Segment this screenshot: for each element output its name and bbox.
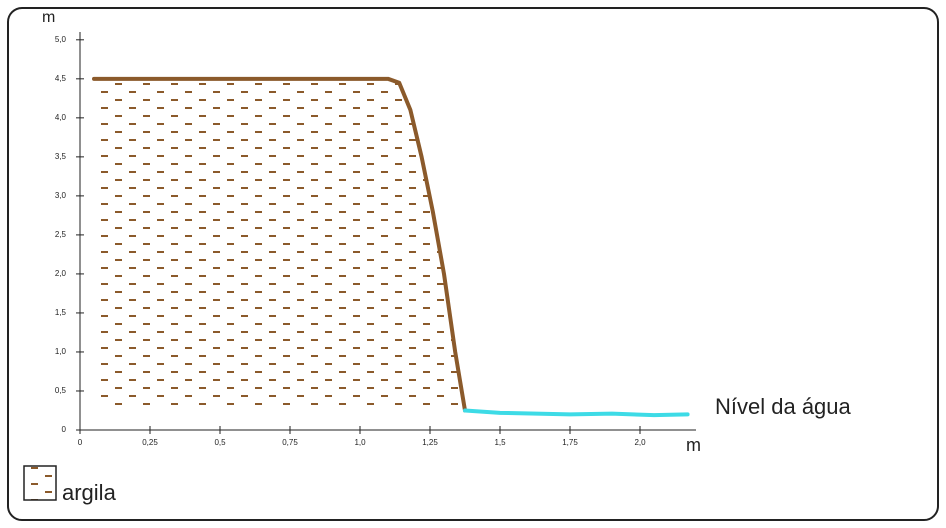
x-tick-label: 1,0 [354, 438, 366, 447]
x-tick-label: 2,0 [634, 438, 646, 447]
y-tick-label: 2,0 [55, 269, 67, 278]
y-tick-label: 3,5 [55, 152, 67, 161]
y-tick-label: 4,0 [55, 113, 67, 122]
x-axis-label: m [686, 435, 701, 455]
y-tick-label: 3,0 [55, 191, 67, 200]
x-tick-label: 1,75 [562, 438, 578, 447]
y-tick-label: 2,5 [55, 230, 67, 239]
y-axis-label: m [42, 9, 55, 26]
y-tick-label: 0 [62, 425, 67, 434]
y-tick-label: 1,5 [55, 308, 67, 317]
x-tick-label: 0 [78, 438, 83, 447]
clay-area [94, 78, 465, 411]
x-tick-label: 0,5 [214, 438, 226, 447]
y-tick-label: 0,5 [55, 386, 67, 395]
y-tick-label: 5,0 [55, 35, 67, 44]
y-tick-label: 4,5 [55, 74, 67, 83]
series-line [463, 408, 690, 418]
legend-label: argila [62, 480, 117, 505]
x-tick-label: 1,25 [422, 438, 438, 447]
x-tick-label: 0,25 [142, 438, 158, 447]
x-tick-label: 1,5 [494, 438, 506, 447]
series-line [92, 76, 467, 413]
y-tick-label: 1,0 [55, 347, 67, 356]
legend-swatch [23, 465, 57, 501]
series-label: Nível da água [715, 394, 852, 419]
x-tick-label: 0,75 [282, 438, 298, 447]
